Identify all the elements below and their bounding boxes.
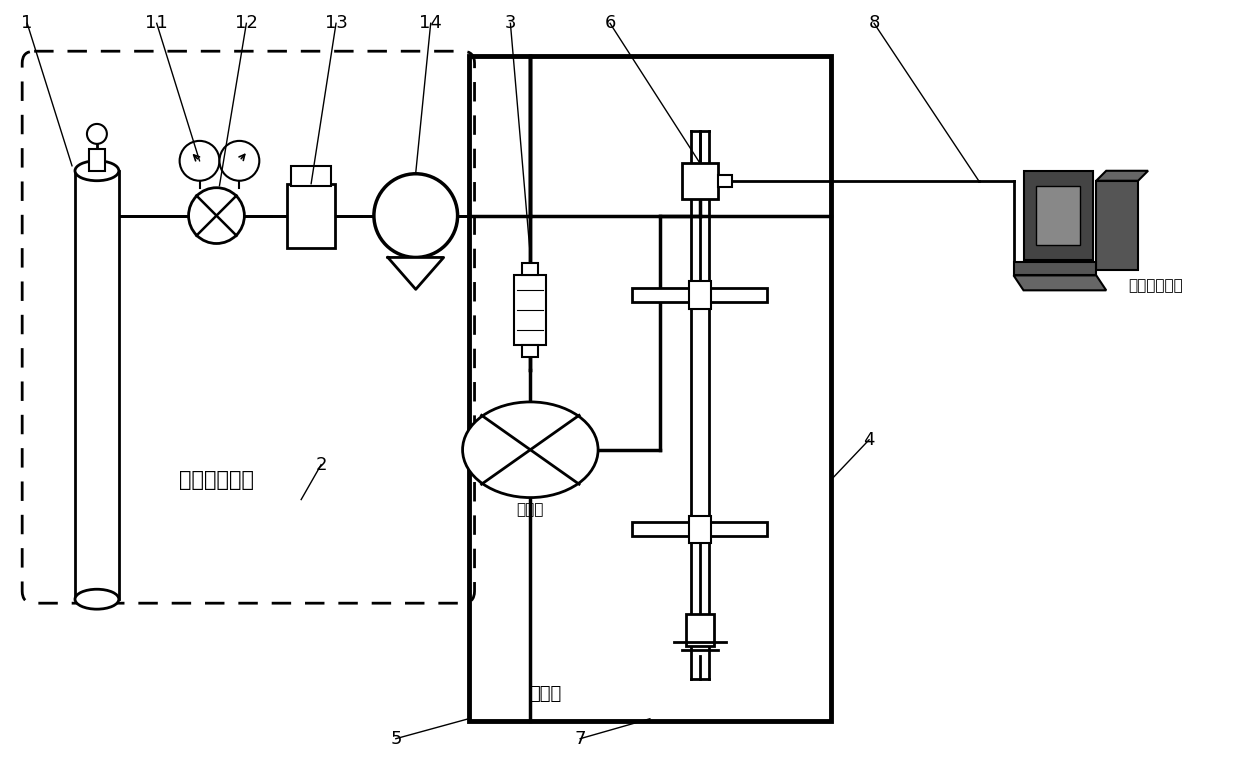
Circle shape bbox=[87, 124, 107, 144]
Text: 3: 3 bbox=[505, 14, 516, 32]
Polygon shape bbox=[1096, 171, 1148, 181]
Text: 压力采集系统: 压力采集系统 bbox=[1128, 278, 1183, 293]
Polygon shape bbox=[1013, 275, 1106, 290]
Text: 7: 7 bbox=[574, 730, 585, 748]
Ellipse shape bbox=[463, 402, 598, 498]
Bar bbox=[288, 184, 335, 248]
Bar bbox=[688, 281, 711, 309]
Text: 注气稳压系统: 注气稳压系统 bbox=[179, 469, 254, 490]
Polygon shape bbox=[1013, 262, 1096, 275]
Bar bbox=[632, 523, 768, 536]
Text: 温控箱: 温控箱 bbox=[529, 685, 562, 703]
Text: 13: 13 bbox=[325, 14, 347, 32]
Bar bbox=[632, 288, 768, 303]
Bar bbox=[686, 614, 714, 646]
Bar bbox=[515, 275, 547, 345]
Text: 4: 4 bbox=[863, 431, 875, 449]
Text: 大道阀: 大道阀 bbox=[517, 502, 544, 517]
Circle shape bbox=[180, 141, 219, 181]
Bar bbox=[522, 264, 538, 275]
Circle shape bbox=[219, 141, 259, 181]
Text: 2: 2 bbox=[315, 456, 327, 474]
Ellipse shape bbox=[74, 161, 119, 181]
Text: 12: 12 bbox=[234, 14, 258, 32]
Text: 5: 5 bbox=[391, 730, 402, 748]
Bar bbox=[682, 163, 718, 199]
Ellipse shape bbox=[74, 589, 119, 609]
Polygon shape bbox=[1096, 181, 1138, 271]
Bar bbox=[291, 166, 331, 186]
Bar bbox=[89, 149, 105, 171]
Circle shape bbox=[374, 174, 458, 258]
Bar bbox=[718, 174, 732, 187]
Text: 1: 1 bbox=[21, 14, 32, 32]
Bar bbox=[469, 56, 831, 721]
Polygon shape bbox=[1023, 171, 1094, 261]
Text: 6: 6 bbox=[604, 14, 616, 32]
Text: 8: 8 bbox=[868, 14, 879, 32]
Polygon shape bbox=[388, 258, 444, 290]
Bar bbox=[1037, 186, 1080, 245]
Bar bbox=[522, 345, 538, 357]
Bar bbox=[74, 171, 119, 599]
Circle shape bbox=[188, 187, 244, 244]
Bar bbox=[688, 516, 711, 543]
Text: 14: 14 bbox=[419, 14, 443, 32]
Text: 11: 11 bbox=[145, 14, 169, 32]
